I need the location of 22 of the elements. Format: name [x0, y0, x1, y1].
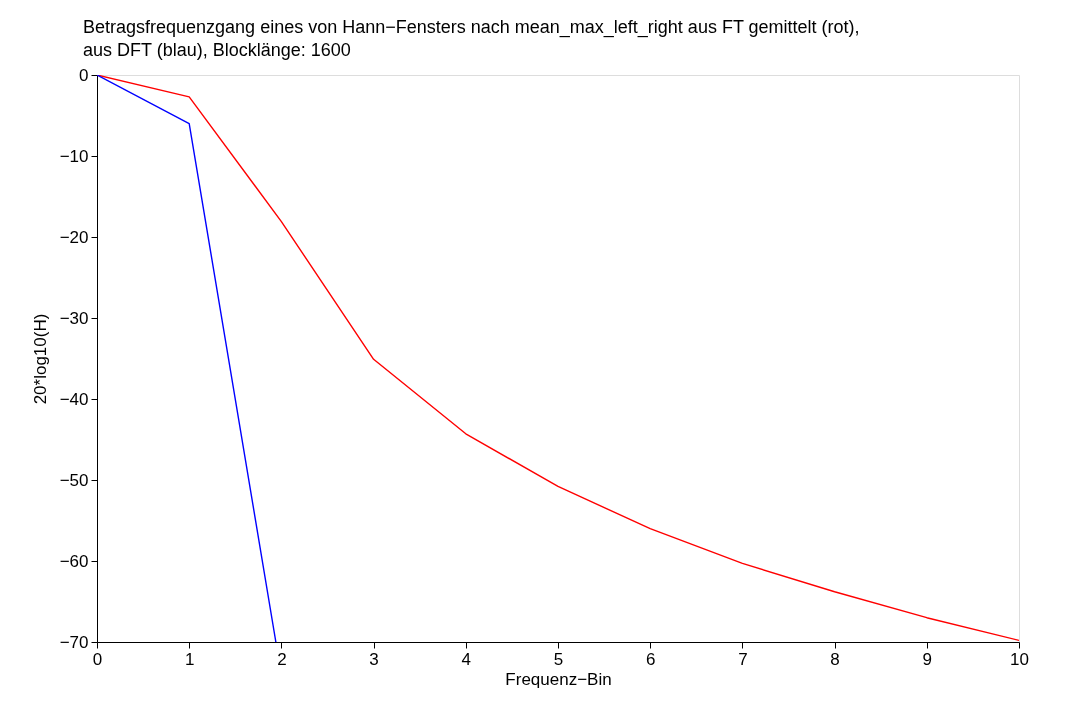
y-tick-label: −50	[59, 470, 89, 490]
x-tick-label: 8	[830, 649, 840, 669]
x-axis-title: Frequenz−Bin	[505, 669, 612, 689]
x-tick-label: 1	[184, 649, 195, 669]
y-tick-label: −20	[59, 227, 89, 247]
x-tick-label: 3	[369, 649, 379, 669]
x-tick-label: 6	[645, 649, 656, 669]
x-tick-label: 9	[922, 649, 933, 669]
x-tick-label: 2	[277, 649, 287, 669]
y-tick-label: −10	[59, 146, 89, 166]
y-tick-label: −60	[59, 551, 89, 571]
y-tick-label: 0	[79, 65, 89, 85]
y-axis-title: 20*log10(H)	[30, 313, 50, 405]
chart-title: Betragsfrequenzgang eines von Hann−Fensters nach mean_max_left_right aus FT gemittelt (rot), aus DFT (blau), Blocklänge: 1600	[83, 17, 860, 60]
y-tick-label: −70	[59, 632, 89, 652]
y-tick-label: −30	[59, 308, 89, 328]
x-tick-label: 0	[92, 649, 103, 669]
x-tick-label: 10	[1010, 649, 1029, 669]
x-tick-label: 5	[553, 649, 564, 669]
x-tick-label: 4	[461, 649, 472, 669]
x-tick-label: 7	[738, 649, 748, 669]
y-tick-label: −40	[59, 389, 89, 409]
